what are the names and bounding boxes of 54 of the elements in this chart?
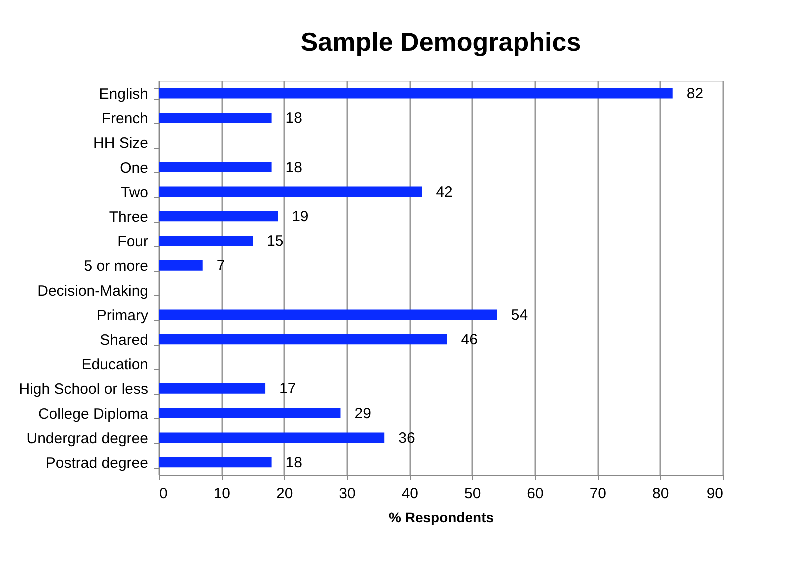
bar: [159, 112, 272, 124]
x-axis-title: % Respondents: [388, 510, 494, 526]
data-label: 18: [286, 454, 302, 472]
data-label: 15: [267, 233, 284, 250]
data-label: 42: [436, 184, 453, 201]
x-tick-label: 40: [402, 486, 419, 502]
y-tick-label: Education: [82, 356, 148, 374]
bar: [159, 186, 422, 198]
y-tick-label: Three: [109, 209, 148, 226]
bar: [159, 236, 253, 246]
bar: [159, 162, 272, 172]
y-tick-label: French: [102, 110, 148, 128]
bar: [159, 260, 203, 271]
x-tick-label: 50: [464, 486, 482, 502]
data-label: 82: [686, 86, 704, 103]
y-tick-label: Postrad degree: [46, 454, 148, 472]
y-tick-label: English: [99, 86, 148, 104]
y-tick-label: College Diploma: [38, 406, 150, 423]
y-tick-label: Primary: [96, 307, 149, 324]
y-tick-label: Decision-Making: [38, 282, 148, 300]
bar: [159, 211, 278, 222]
bar: [159, 457, 272, 468]
bar: [159, 88, 673, 99]
data-label: 36: [398, 430, 416, 447]
data-label: 7: [216, 258, 226, 275]
x-tick-label: 90: [706, 486, 724, 502]
bar: [159, 432, 385, 444]
x-tick-label: 80: [652, 486, 670, 502]
x-tick-label: 70: [590, 486, 607, 502]
y-tick-label: Four: [118, 234, 149, 251]
y-tick-label: Shared: [100, 332, 148, 349]
data-label: 46: [461, 331, 478, 348]
y-tick-label: Undergrad degree: [26, 430, 148, 448]
x-tick-label: 10: [214, 486, 231, 502]
y-tick-label: HH Size: [93, 135, 148, 152]
bar: [159, 384, 266, 394]
bar: [159, 310, 498, 320]
y-tick-label: Two: [120, 184, 148, 202]
x-tick-label: 20: [276, 486, 294, 502]
x-tick-label: 0: [160, 486, 168, 502]
data-label: 29: [354, 405, 372, 422]
data-label: 18: [286, 110, 302, 128]
chart-title: Sample Demographics: [300, 27, 582, 57]
data-label: 54: [511, 306, 528, 324]
y-tick-label: High School or less: [19, 381, 148, 398]
data-label: 19: [292, 208, 309, 226]
bar: [159, 408, 341, 418]
data-label: 17: [280, 380, 296, 398]
bar: [159, 334, 448, 345]
y-tick-label: One: [120, 160, 148, 177]
data-label: 18: [286, 159, 302, 176]
y-tick-label: 5 or more: [84, 258, 148, 276]
x-tick-label: 30: [339, 486, 356, 502]
x-tick-label: 60: [527, 486, 544, 502]
